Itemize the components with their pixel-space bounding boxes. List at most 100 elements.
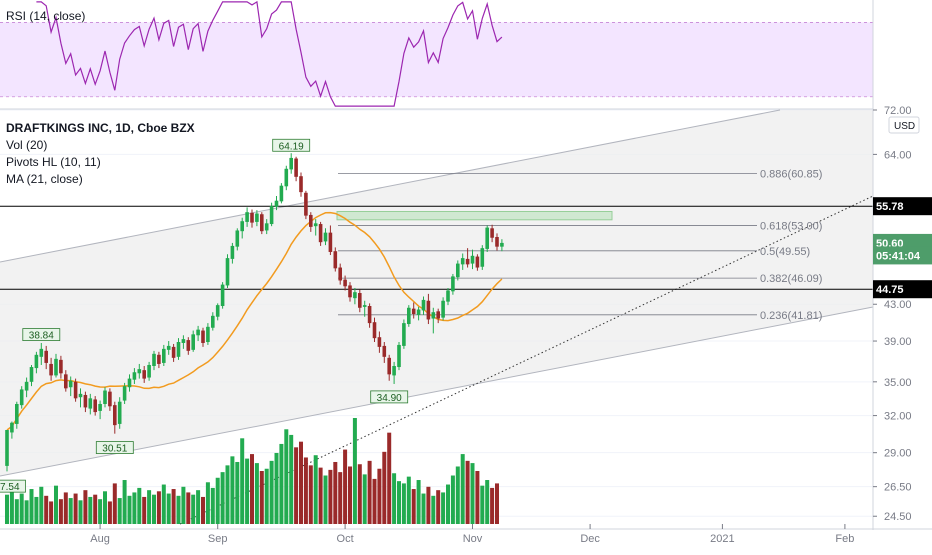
candle-body [73,381,78,399]
candle-body [44,350,48,363]
channel-upper-line [0,109,781,263]
volume-bar [250,454,254,524]
rsi-label[interactable]: RSI (14, close) [6,9,86,23]
volume-bar [274,452,279,524]
candle-body [480,248,485,267]
candle-body [166,345,171,350]
pivots-indicator-label[interactable]: Pivots HL (10, 11) [6,155,101,169]
volume-bar [142,496,147,524]
price-badge [873,246,932,265]
candle-body [367,306,372,324]
candle-body [475,256,480,268]
candle-body [333,251,338,269]
volume-bar [112,483,117,524]
candle-body [240,221,244,232]
candle-body [299,176,303,193]
volume-bar [401,483,406,524]
volume-bar [156,491,161,524]
candle-body [39,348,44,357]
vol-indicator-label[interactable]: Vol (20) [6,138,48,152]
candle-body [451,276,455,292]
candle-body [407,307,411,325]
volume-bar [137,487,142,524]
volume-bar [284,429,289,524]
volume-bar [254,463,259,524]
candle-body [343,279,347,287]
candle-body [490,228,494,238]
pivot-label: 30.51 [95,441,134,455]
candle-body [162,348,166,363]
pivot-label-text: 34.90 [377,393,402,404]
pivot-label-text: 38.84 [29,331,54,342]
candle-body [372,322,377,339]
volume-bar [460,454,465,524]
price-tick-label: 72.00 [884,105,912,117]
candle-body [201,330,205,343]
candle-body [294,158,298,177]
candle-body [269,206,274,225]
candle-body [260,214,264,232]
candle-body [117,401,122,424]
candle-body [235,230,240,247]
candle-body [206,326,210,343]
volume-bar [166,493,171,524]
ma-indicator-label[interactable]: MA (21, close) [6,172,83,186]
volume-bar [343,449,348,524]
volume-bar [14,499,19,524]
volume-bar [78,500,83,524]
volume-bar [201,496,205,524]
price-tick-label: 43.00 [884,299,912,311]
volume-bar [372,478,377,524]
volume-bar [470,463,475,524]
candle-body [132,372,137,380]
candle-body [313,223,318,227]
candle-body [225,258,230,286]
candle-body [230,245,235,259]
pivot-label-text: 27.54 [0,482,20,493]
candle-body [15,403,19,424]
candle-body [191,334,195,350]
volume-bar [416,480,421,524]
time-tick-label: Oct [337,533,354,545]
volume-bar [117,498,122,524]
candle-body [181,339,186,343]
candle-body [323,232,328,242]
volume-bar [73,493,78,524]
volume-bar [24,500,29,524]
time-tick-label: Nov [463,533,483,545]
fib-level-label: 0.5(49.55) [760,246,810,258]
candle-body [328,232,333,252]
volume-bar [152,494,156,524]
resistance-zone [336,210,613,221]
symbol-title[interactable]: DRAFTKINGS INC, 1D, Cboe BZX [6,121,195,135]
volume-bar [362,474,367,524]
volume-bar [181,486,186,524]
candle-body [426,300,431,320]
volume-bar [240,438,245,524]
candle-body [318,224,323,243]
volume-bar [441,492,446,524]
volume-bar [49,501,54,524]
candle-body [289,157,293,170]
currency-box [888,116,920,134]
candle-body [446,290,450,302]
volume-bar [294,447,299,524]
volume-bar [426,486,431,524]
candle-body [64,374,68,389]
candle-body [5,429,9,466]
volume-bar [352,418,357,524]
candle-body [377,337,382,347]
candle-body [220,284,225,307]
pivot-label-box [95,441,134,454]
volume-bar [289,434,294,524]
candle-body [10,422,14,433]
volume-bar [225,465,230,524]
candle-body [416,309,421,315]
volume-bar [132,492,137,524]
volume-bar [299,441,303,524]
pivot-label: 34.90 [370,390,409,404]
volume-bar [446,484,450,524]
candle-body [83,394,88,408]
candle-body [402,323,406,346]
